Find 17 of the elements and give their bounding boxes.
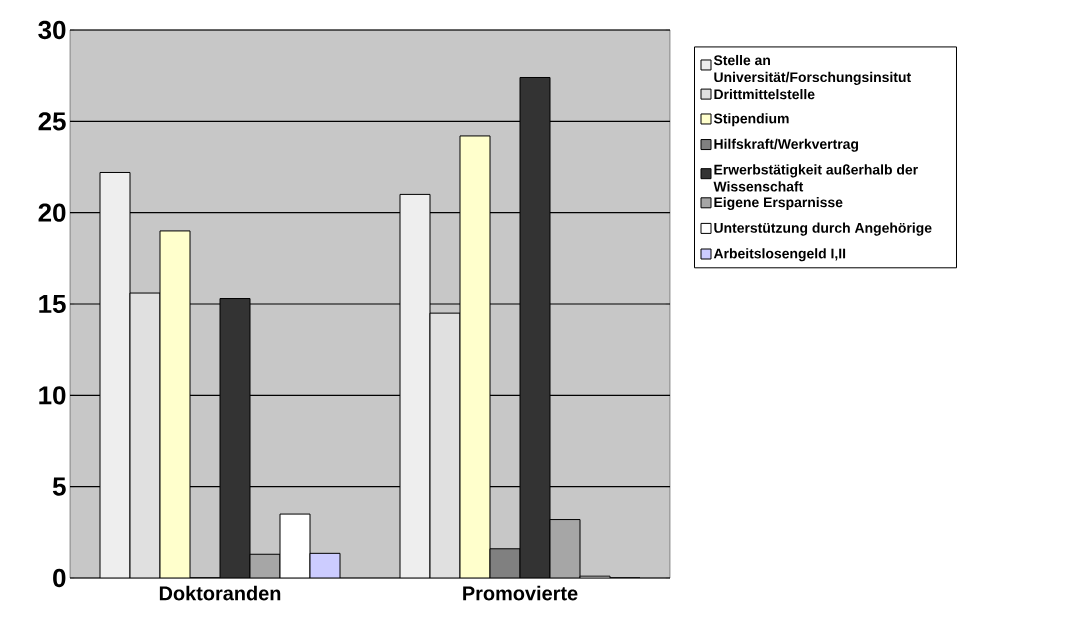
y-tick-label: 30 [38, 20, 66, 40]
x-tick-label: Doktoranden [159, 585, 281, 601]
legend-label: Stelle an Universität/Forschungsinsitut [713, 54, 911, 85]
y-tick-label: 20 [38, 203, 66, 222]
y-tick-label: 15 [39, 294, 66, 314]
legend-label: Erwerbstätigkeit außerhalb der Wissenschaft [713, 164, 918, 192]
legend-label: Eigene Ersparnisse [714, 197, 843, 211]
legend-label: Drittmittelstelle [714, 88, 815, 100]
legend-label: Hilfskraft/Werkvertrag [714, 138, 859, 152]
legend-label: Unterstützung durch Angehörige [714, 222, 932, 236]
y-tick-label: 5 [52, 477, 66, 496]
legend-label: Arbeitslosengeld I,II [713, 248, 846, 262]
y-tick-label: 25 [38, 112, 66, 131]
y-tick-label: 0 [53, 568, 66, 588]
y-tick-label: 10 [39, 386, 66, 405]
x-tick-label: Promovierte [463, 585, 578, 601]
legend-label: Stipendium [713, 113, 789, 127]
